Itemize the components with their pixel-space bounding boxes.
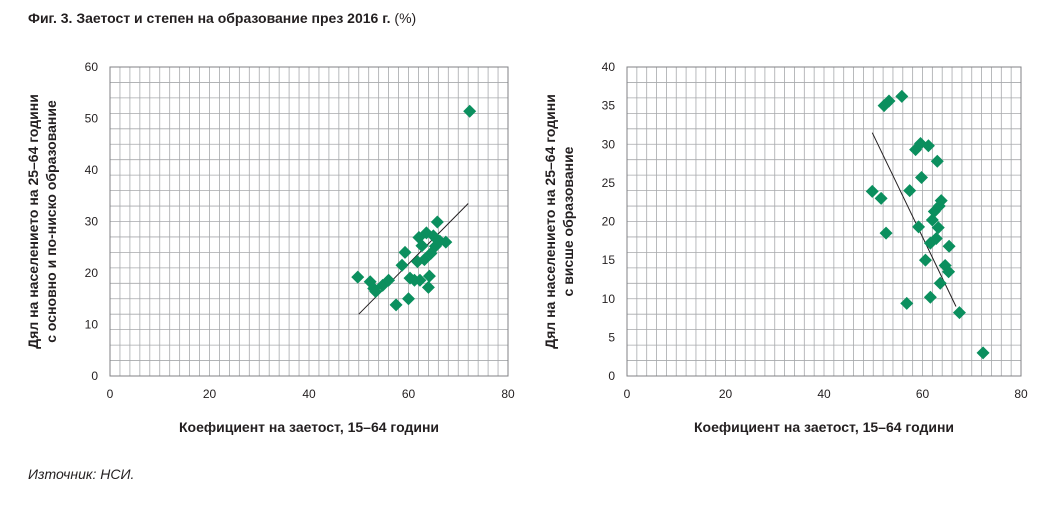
y-axis-title-line: Дял на населението на 25–64 години [542,94,558,349]
plot-frame [109,66,509,377]
x-tick-label: 0 [624,387,631,401]
data-point [430,215,444,229]
x-tick-label: 80 [501,387,515,401]
data-point [421,280,435,294]
y-tick-label: 25 [602,176,616,190]
y-axis-title-line: с висше образование [560,146,576,296]
data-point [439,235,453,249]
chart-1: 0 20 40 60 80 0 10 20 30 40 50 60 Коефициент на зает… [25,60,515,435]
data-point [463,104,477,118]
chart-2: 0 20 40 60 80 0 5 10 15 20 25 30 35 40 Коефициент на з… [542,60,1028,435]
data-point [933,276,947,290]
x-tick-label: 60 [916,387,930,401]
data-point [413,273,427,287]
data-point [930,154,944,168]
y-axis-title-line: Дял на населението на 25–64 години [25,94,41,349]
y-tick-label: 0 [91,369,98,383]
data-point [389,298,403,312]
y-tick-label: 30 [602,137,616,151]
data-point [918,253,932,267]
y-axis-title-line: с основно и по-ниско образование [43,100,59,343]
figure-title: Фиг. 3. Заетост и степен на образование … [28,10,416,26]
data-point [921,139,935,153]
data-point [865,184,879,198]
data-point [895,89,909,103]
y-tick-label: 60 [85,60,99,74]
data-point [931,221,945,235]
plot-frame [626,66,1022,377]
x-tick-label: 60 [402,387,416,401]
data-point [912,220,926,234]
data-point [900,296,914,310]
y-tick-label: 15 [602,253,616,267]
figure-title-unit: (%) [394,10,417,26]
y-tick-label: 5 [608,330,615,344]
data-point [415,239,429,253]
x-tick-label: 40 [302,387,316,401]
data-point [398,245,412,259]
data-point [395,258,409,272]
data-point [923,290,937,304]
data-point [422,269,436,283]
y-tick-label: 35 [602,99,616,113]
data-point [952,306,966,320]
grid [626,66,1022,377]
x-axis-title: Коефициент на заетост, 15–64 години [694,419,954,435]
y-tick-label: 40 [602,60,616,74]
data-point [417,253,431,267]
data-point [976,346,990,360]
data-point [369,285,383,299]
data-point [402,292,415,306]
x-tick-label: 0 [107,387,114,401]
x-axis-title: Коефициент на заетост, 15–64 години [179,419,439,435]
y-tick-label: 30 [85,215,99,229]
y-tick-label: 20 [85,266,99,280]
data-point [942,265,956,279]
x-tick-label: 80 [1014,387,1028,401]
y-tick-label: 50 [85,112,99,126]
x-tick-label: 20 [719,387,733,401]
grid [109,66,509,377]
data-point [903,184,917,198]
data-point [925,213,939,227]
y-tick-label: 10 [85,318,99,332]
y-tick-label: 0 [608,369,615,383]
source-note: Източник: НСИ. [28,466,135,482]
x-tick-label: 40 [817,387,831,401]
trend-line [871,132,957,307]
y-tick-label: 40 [85,163,99,177]
y-tick-label: 10 [602,292,616,306]
data-point [915,170,929,184]
y-tick-label: 20 [602,215,616,229]
data-point [879,226,893,240]
data-point [942,239,956,253]
x-tick-label: 20 [203,387,217,401]
data-point [351,270,365,284]
data-point [382,273,396,287]
data-point [929,231,943,245]
data-point [874,191,888,205]
figure-title-main: Фиг. 3. Заетост и степен на образование … [28,10,391,26]
data-point [934,194,948,208]
data-point [882,94,896,108]
